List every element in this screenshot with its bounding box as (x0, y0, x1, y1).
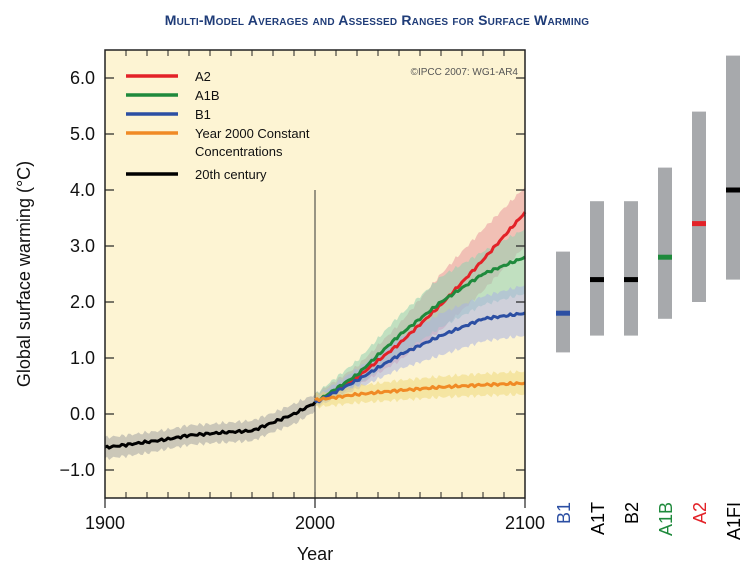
range-best-a1b (658, 254, 672, 260)
y-tick-label: −1.0 (59, 460, 95, 480)
range-best-b1 (556, 310, 570, 316)
assessed-ranges: B1 A1T B2 A1B A2 A1FI (554, 55, 744, 540)
range-bar-b2 (624, 201, 638, 336)
legend-label-a2: A2 (195, 69, 211, 84)
band-a2 (315, 186, 525, 406)
line-a1b (313, 255, 526, 404)
line-year-2000-constant-concentrations (314, 380, 526, 403)
chart-title: Multi-Model Averages and Assessed Ranges… (164, 12, 590, 28)
range-bar-a1b (658, 167, 672, 319)
range-bar-a1t (590, 201, 604, 336)
band-a1b (315, 228, 525, 406)
range-label-a1fi: A1FI (724, 502, 744, 540)
legend: A2 A1B B1 Year 2000 Constant Concentrations 2… (126, 69, 310, 182)
range-best-a1t (590, 277, 604, 283)
legend-label-a1b: A1B (195, 88, 220, 103)
legend-label-b1: B1 (195, 107, 211, 122)
y-tick-label: 5.0 (70, 124, 95, 144)
range-best-a2 (692, 221, 706, 227)
y-tick-label: 3.0 (70, 236, 95, 256)
x-tick-label: 2100 (505, 513, 545, 533)
y-tick-label: 2.0 (70, 292, 95, 312)
range-best-b2 (624, 277, 638, 283)
axis-ticks: 6.0 5.0 4.0 3.0 2.0 1.0 0.0 −1.0 1900 2000 2100 (59, 50, 545, 533)
x-axis-title: Year (297, 544, 333, 564)
y-axis-title: Global surface warming (°C) (14, 161, 34, 387)
x-tick-label: 1900 (85, 513, 125, 533)
range-best-a1fi (726, 187, 740, 193)
y-tick-label: 1.0 (70, 348, 95, 368)
legend-label-20th-century: 20th century (195, 167, 267, 182)
range-label-a2: A2 (690, 502, 710, 524)
legend-label-year-2000-constant-concentrations: Year 2000 Constant (195, 126, 310, 141)
line-b1 (314, 311, 526, 404)
range-bar-b1 (556, 251, 570, 353)
x-tick-label: 2000 (295, 513, 335, 533)
y-tick-label: 4.0 (70, 180, 95, 200)
band-20th-century (105, 393, 315, 460)
credit-text: ©IPCC 2007: WG1-AR4 (411, 67, 519, 78)
y-tick-label: 6.0 (70, 68, 95, 88)
y-tick-label: 0.0 (70, 404, 95, 424)
line-a2 (313, 211, 527, 404)
line-20th-century (104, 401, 317, 450)
legend-label-year-2000-constant-concentrations: Concentrations (195, 144, 283, 159)
series-lines (104, 211, 527, 450)
range-label-a1t: A1T (588, 502, 608, 535)
range-label-a1b: A1B (656, 502, 676, 536)
range-bar-a1fi (726, 55, 740, 280)
range-bar-a2 (692, 111, 706, 302)
range-label-b2: B2 (622, 502, 642, 524)
range-label-b1: B1 (554, 502, 574, 524)
